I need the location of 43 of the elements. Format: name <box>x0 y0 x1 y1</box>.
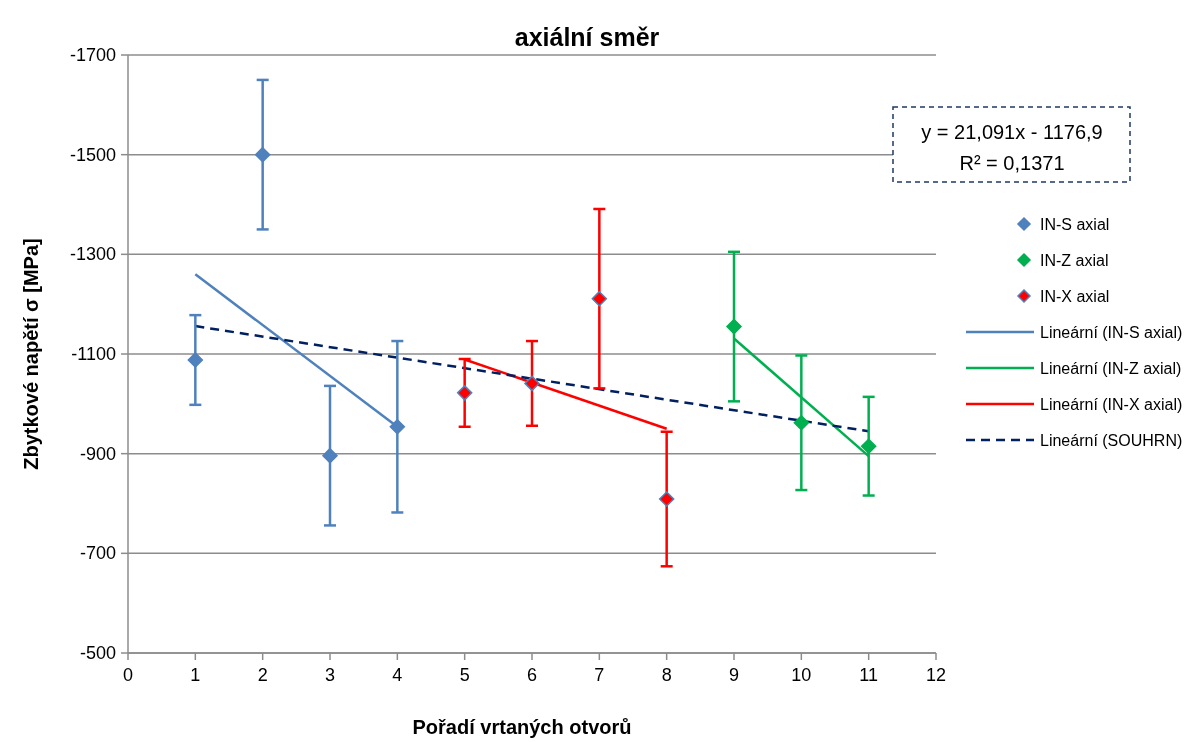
legend-label: Lineární (IN-S axial) <box>1040 324 1183 341</box>
y-axis-title: Zbytkové napětí σ [MPa] <box>20 238 42 470</box>
y-tick-label: -900 <box>79 443 116 464</box>
point <box>389 419 406 435</box>
point <box>254 146 271 163</box>
x-tick-label: 11 <box>859 665 879 685</box>
point <box>726 318 742 335</box>
point <box>187 352 204 368</box>
point <box>658 491 675 507</box>
text: R² = 0,1371 <box>959 152 1065 174</box>
legend-label: IN-X axial <box>1040 288 1110 305</box>
x-tick-label: 3 <box>324 665 336 685</box>
legend-label: Lineární (SOUHRN) <box>1040 432 1183 449</box>
y-tick-label: -1300 <box>69 244 116 265</box>
x-tick-label: 8 <box>661 665 672 685</box>
annotation: y = 21,091x - 1176,9 <box>921 121 1103 143</box>
chart-title: axiální směr <box>514 23 660 51</box>
point <box>322 447 338 464</box>
x-axis-title: Pořadí vrtaných otvorů <box>412 716 632 738</box>
x-tick-label: 12 <box>925 665 947 685</box>
legend-label: IN-S axial <box>1040 216 1110 233</box>
x-tick-label: 4 <box>392 665 403 685</box>
point <box>793 415 810 431</box>
point <box>591 290 608 307</box>
x-tick-label: 5 <box>459 665 470 685</box>
legend-label: Lineární (IN-Z axial) <box>1040 360 1182 377</box>
y-tick-label: -500 <box>79 643 116 663</box>
y-tick-label: -1700 <box>69 45 116 65</box>
x-tick-label: 9 <box>728 665 740 685</box>
x-tick-label: 6 <box>526 665 538 685</box>
point <box>860 438 877 454</box>
x-tick-label: 7 <box>594 665 605 685</box>
y-tick-label: -700 <box>79 543 116 564</box>
y-tick-label: -1500 <box>69 144 116 165</box>
legend-label: IN-Z axial <box>1040 252 1109 269</box>
legend-label: Lineární (IN-X axial) <box>1040 396 1183 413</box>
x-tick-label: 2 <box>257 665 268 685</box>
x-tick-label: 1 <box>190 665 201 685</box>
point <box>524 375 540 392</box>
y-tick-label: -1100 <box>71 344 116 364</box>
x-tick-label: 0 <box>122 665 134 685</box>
point <box>456 385 473 401</box>
x-tick-label: 10 <box>791 665 812 685</box>
